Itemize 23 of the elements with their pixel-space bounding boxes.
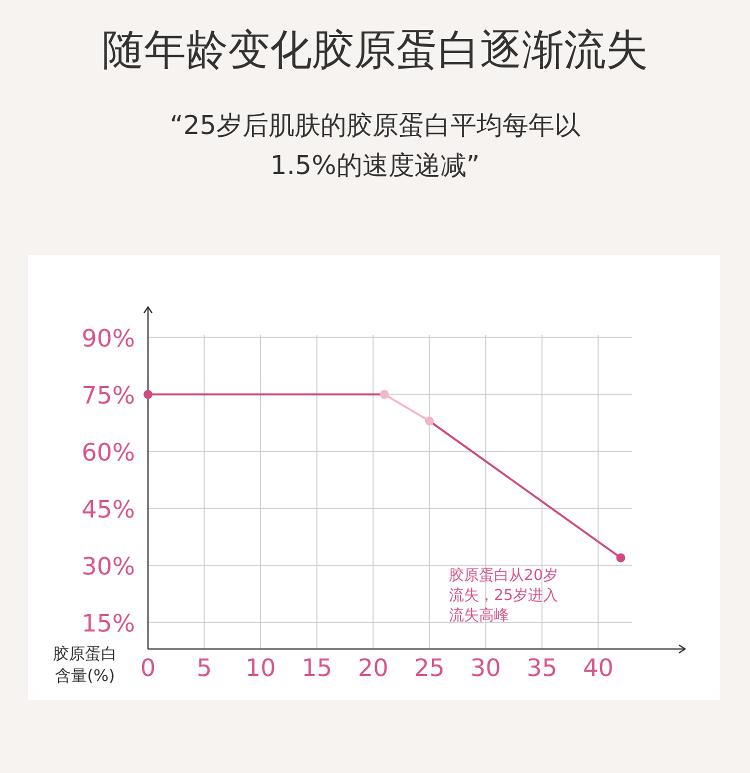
point [424, 416, 434, 426]
point [380, 390, 389, 399]
point [616, 553, 626, 562]
y-tick-label: 30% [82, 552, 135, 580]
x-tick-label: 5 [196, 654, 212, 682]
x-tick-label: 35 [526, 654, 558, 682]
point [144, 390, 152, 399]
chart-subtitle: “25岁后肌肤的胶原蛋白平均每年以1.5%的速度递减” [168, 110, 582, 183]
x-tick-label: 30 [470, 654, 501, 682]
y-tick-label: 90% [82, 324, 135, 352]
y-tick-label: 75% [82, 381, 135, 410]
x-tick-label: 0 [140, 654, 156, 682]
annotation: 胶原蛋白从20岁流失，25岁进入流失高峰 [449, 565, 560, 625]
x-tick-label: 25 [414, 654, 445, 682]
x-tick-label: 20 [358, 654, 388, 682]
y-tick-label: 60% [82, 438, 135, 466]
chart-title: 随年龄变化胶原蛋白逐渐流失 [101, 24, 649, 76]
y-axis-title: 胶原蛋白含量(%) [52, 643, 118, 687]
y-tick-label: 15% [82, 609, 135, 638]
x-tick-label: 10 [245, 654, 276, 682]
x-tick-label: 40 [582, 654, 614, 682]
y-tick-label: 45% [82, 495, 135, 524]
x-tick-label: 15 [302, 654, 332, 682]
